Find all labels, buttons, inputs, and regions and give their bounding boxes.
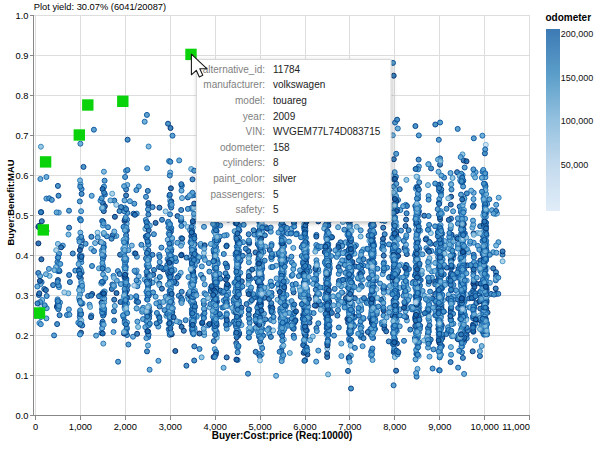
svg-text:odometer: odometer bbox=[546, 12, 592, 23]
svg-text:11784: 11784 bbox=[273, 64, 301, 75]
svg-text:manufacturer:: manufacturer: bbox=[203, 79, 265, 90]
svg-text:0.2: 0.2 bbox=[16, 331, 29, 341]
svg-text:2,000: 2,000 bbox=[114, 422, 137, 432]
svg-text:odometer:: odometer: bbox=[220, 142, 265, 153]
svg-text:safety:: safety: bbox=[236, 204, 265, 215]
svg-text:1,000: 1,000 bbox=[69, 422, 92, 432]
svg-text:0: 0 bbox=[33, 422, 38, 432]
svg-text:5: 5 bbox=[273, 189, 279, 200]
svg-text:0.1: 0.1 bbox=[16, 371, 29, 381]
svg-text:WVGEM77L74D083715: WVGEM77L74D083715 bbox=[273, 126, 381, 137]
svg-text:11,000: 11,000 bbox=[502, 422, 530, 432]
svg-text:8,000: 8,000 bbox=[383, 422, 406, 432]
svg-text:158: 158 bbox=[273, 142, 290, 153]
svg-text:50,000: 50,000 bbox=[561, 160, 589, 170]
svg-text:0.7: 0.7 bbox=[16, 131, 29, 141]
svg-text:0.5: 0.5 bbox=[16, 211, 29, 221]
svg-text:2009: 2009 bbox=[273, 111, 296, 122]
svg-text:1.0: 1.0 bbox=[16, 11, 29, 21]
svg-text:3,000: 3,000 bbox=[159, 422, 182, 432]
svg-text:150,000: 150,000 bbox=[561, 73, 594, 83]
svg-text:silver: silver bbox=[273, 173, 297, 184]
svg-text:touareg: touareg bbox=[273, 95, 307, 106]
svg-text:volkswagen: volkswagen bbox=[273, 79, 325, 90]
svg-text:10,000: 10,000 bbox=[470, 422, 498, 432]
svg-text:model:: model: bbox=[235, 95, 265, 106]
svg-text:100,000: 100,000 bbox=[561, 116, 594, 126]
svg-text:alternative_id:: alternative_id: bbox=[203, 64, 265, 75]
svg-text:0.4: 0.4 bbox=[16, 251, 29, 261]
svg-text:0.8: 0.8 bbox=[16, 91, 29, 101]
svg-text:0.6: 0.6 bbox=[16, 171, 29, 181]
svg-text:0.3: 0.3 bbox=[16, 291, 29, 301]
svg-text:cylinders:: cylinders: bbox=[223, 157, 265, 168]
svg-text:Buyer:Cost:price (Req:10000): Buyer:Cost:price (Req:10000) bbox=[212, 430, 353, 441]
svg-text:paint_color:: paint_color: bbox=[213, 173, 265, 184]
svg-text:Buyer:Benefit:MAU: Buyer:Benefit:MAU bbox=[5, 159, 16, 245]
svg-text:passengers:: passengers: bbox=[211, 189, 265, 200]
svg-text:VIN:: VIN: bbox=[246, 126, 265, 137]
svg-text:year:: year: bbox=[243, 111, 265, 122]
svg-text:200,000: 200,000 bbox=[561, 29, 594, 39]
svg-text:Plot yield: 30.07% (6041/20087: Plot yield: 30.07% (6041/20087) bbox=[34, 2, 166, 12]
svg-text:0.9: 0.9 bbox=[16, 51, 29, 61]
svg-text:0.0: 0.0 bbox=[16, 411, 29, 421]
svg-text:8: 8 bbox=[273, 157, 279, 168]
svg-text:9,000: 9,000 bbox=[428, 422, 451, 432]
svg-text:5: 5 bbox=[273, 204, 279, 215]
